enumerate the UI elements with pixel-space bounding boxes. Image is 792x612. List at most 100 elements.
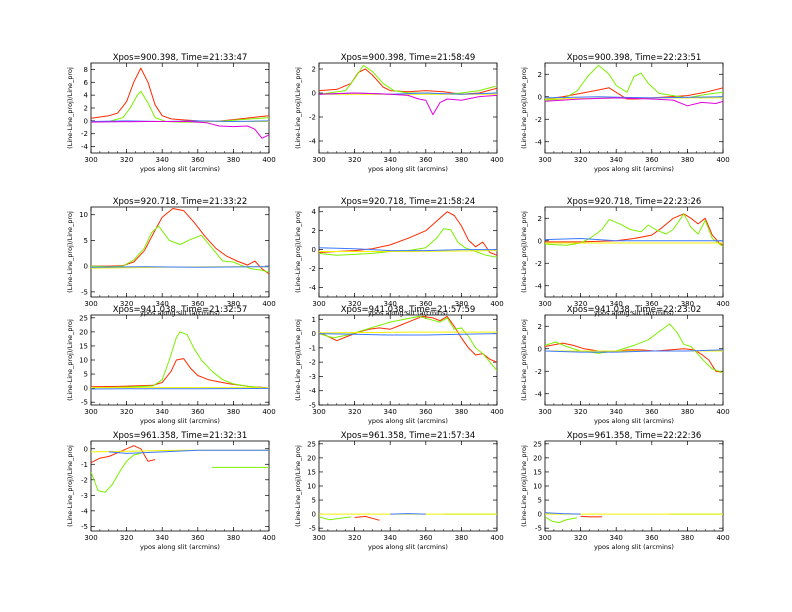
y-tick-label: 4 (312, 208, 317, 216)
y-axis-label: (Line-Line_proj)/Line_proj (66, 319, 74, 401)
series-line-blue (545, 512, 581, 515)
x-axis-label: ypos along slit (arcmins) (594, 165, 674, 173)
y-tick-label: -4 (309, 138, 317, 146)
y-tick-label: -5 (81, 288, 88, 296)
x-tick-label: 300 (312, 156, 325, 164)
series-line-blue (545, 349, 723, 353)
chart-title: Xpos=961.358, Time=22:22:36 (567, 431, 702, 441)
y-tick-label: 5 (312, 497, 316, 505)
x-tick-label: 320 (348, 156, 361, 164)
plot-frame (318, 62, 498, 154)
x-tick-label: 320 (574, 156, 587, 164)
y-tick-label: 0 (312, 330, 316, 338)
y-axis-label: (Line-Line_proj)/Line_proj (66, 67, 74, 149)
y-tick-label: -2 (535, 260, 542, 268)
series-line-green (545, 323, 723, 373)
x-tick-label: 360 (645, 408, 658, 416)
series-line-green (319, 64, 497, 95)
x-axis-label: ypos along slit (arcmins) (594, 417, 674, 425)
x-tick-label: 360 (645, 534, 658, 542)
chart-title: Xpos=900.398, Time=22:23:51 (567, 53, 702, 63)
x-axis-label: ypos along slit (arcmins) (368, 417, 448, 425)
y-tick-label: 20 (533, 454, 542, 462)
y-tick-label: 15 (533, 468, 542, 476)
plot-frame (544, 314, 724, 406)
series-line-red (91, 445, 156, 464)
series-line-blue (319, 247, 497, 252)
series-line-yellow (319, 331, 497, 334)
x-tick-label: 340 (610, 408, 623, 416)
y-tick-label: 10 (533, 483, 542, 491)
series-line-blue (91, 387, 269, 390)
y-tick-label: -3 (81, 492, 88, 500)
series-group (545, 213, 723, 247)
y-tick-label: -4 (535, 390, 543, 398)
series-line-red (545, 87, 723, 100)
y-tick-label: 10 (79, 357, 88, 365)
x-tick-label: 400 (716, 534, 729, 542)
x-axis-label: ypos along slit (arcmins) (594, 309, 674, 317)
series-line-green (319, 315, 497, 372)
series-line-green (91, 452, 141, 493)
x-tick-label: 380 (681, 300, 694, 308)
x-tick-label: 320 (120, 408, 133, 416)
series-line-red (545, 342, 723, 373)
y-tick-label: -2 (309, 359, 316, 367)
x-tick-label: 400 (490, 156, 503, 164)
x-tick-label: 320 (120, 156, 133, 164)
series-line-blue (319, 333, 497, 336)
y-tick-label: 25 (533, 440, 542, 448)
x-tick-label: 300 (84, 156, 97, 164)
plot-frame (544, 440, 724, 532)
y-tick-label: -1 (81, 461, 88, 469)
x-tick-label: 380 (455, 408, 468, 416)
chart-title: Xpos=941.038, Time=21:57:59 (341, 305, 476, 315)
x-tick-label: 320 (574, 408, 587, 416)
chart-title: Xpos=961.358, Time=21:32:31 (113, 431, 248, 441)
y-tick-label: -4 (535, 138, 543, 146)
y-tick-label: -1 (309, 344, 316, 352)
x-tick-label: 300 (84, 534, 97, 542)
y-tick-label: 0 (538, 345, 542, 353)
y-tick-label: 20 (307, 454, 316, 462)
series-line-green (91, 225, 269, 273)
y-tick-label: -5 (81, 523, 88, 531)
x-tick-label: 340 (610, 156, 623, 164)
series-line-green (91, 331, 269, 389)
y-axis-label: (Line-Line_proj)/Line_proj (66, 445, 74, 527)
series-line-green (545, 64, 723, 101)
x-axis-label: ypos along slit (arcmins) (368, 543, 448, 551)
series-line-green (545, 213, 723, 247)
x-tick-label: 400 (490, 534, 503, 542)
y-tick-label: -4 (535, 282, 543, 290)
plot-frame (90, 440, 270, 532)
y-tick-label: -2 (81, 130, 88, 138)
series-line-blue (545, 96, 723, 99)
y-tick-label: 8 (84, 66, 88, 74)
x-tick-label: 300 (312, 408, 325, 416)
x-axis-label: ypos along slit (arcmins) (140, 417, 220, 425)
x-tick-label: 400 (490, 408, 503, 416)
y-axis-label: (Line-Line_proj)/Line_proj (294, 319, 302, 401)
x-tick-label: 300 (538, 408, 551, 416)
x-tick-label: 400 (716, 300, 729, 308)
series-line-green (319, 516, 352, 521)
chart-title: Xpos=900.398, Time=21:33:47 (113, 53, 248, 63)
series-group (91, 331, 269, 390)
x-tick-label: 320 (120, 534, 133, 542)
series-line-yellow (319, 250, 497, 252)
series-group (319, 211, 497, 258)
x-tick-label: 320 (120, 300, 133, 308)
y-tick-label: 25 (79, 314, 88, 322)
plot-frame (544, 206, 724, 298)
y-tick-label: -2 (535, 368, 542, 376)
x-tick-label: 360 (419, 300, 432, 308)
chart-panel-6: Xpos=920.718, Time=22:23:26 300 320 340 360 3… (520, 197, 730, 317)
x-tick-label: 300 (538, 300, 551, 308)
chart-title: Xpos=941.038, Time=21:32:57 (113, 305, 248, 315)
plot-frame (318, 314, 498, 406)
x-axis-label: ypos along slit (arcmins) (140, 543, 220, 551)
y-axis-label: (Line-Line_proj)/Line_proj (66, 211, 74, 293)
plot-frame (90, 62, 270, 154)
